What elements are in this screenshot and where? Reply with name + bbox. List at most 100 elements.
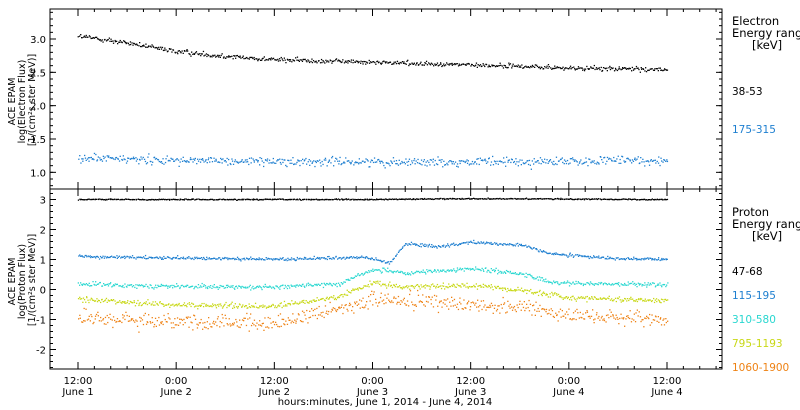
data-point [212, 285, 214, 287]
data-point [124, 301, 126, 303]
data-point [545, 251, 547, 253]
data-point [604, 67, 606, 69]
data-point [477, 158, 479, 160]
data-point [599, 319, 601, 321]
data-point [184, 198, 186, 200]
data-point [187, 303, 189, 305]
data-point [373, 281, 375, 283]
data-point [456, 306, 458, 308]
data-point [619, 299, 621, 301]
data-point [295, 320, 297, 322]
data-point [235, 285, 238, 287]
data-point [129, 300, 131, 303]
data-point [111, 286, 113, 288]
data-point [158, 198, 160, 200]
data-point [657, 198, 659, 201]
data-point [411, 160, 413, 162]
data-point [304, 258, 306, 260]
data-point [570, 198, 573, 200]
data-point [324, 62, 326, 64]
data-point [85, 159, 87, 161]
data-point [247, 318, 249, 320]
data-point [247, 161, 249, 163]
data-point [363, 256, 365, 259]
data-point [341, 163, 343, 165]
data-point [621, 299, 623, 301]
data-point [104, 299, 107, 301]
data-point [366, 198, 368, 200]
data-point [665, 259, 667, 261]
data-point [486, 271, 488, 273]
data-point [510, 288, 512, 290]
data-point [429, 63, 431, 65]
data-point [483, 270, 485, 272]
data-point [229, 56, 232, 58]
data-point [325, 199, 327, 201]
data-point [375, 282, 377, 284]
data-point [646, 160, 648, 162]
data-point [152, 199, 155, 201]
data-point [583, 68, 585, 70]
data-point [154, 257, 156, 259]
data-point [318, 199, 320, 201]
data-point [98, 198, 100, 200]
data-point [362, 297, 364, 299]
data-point [131, 257, 133, 259]
data-point [95, 257, 97, 259]
data-point [376, 60, 379, 62]
data-point [269, 317, 271, 320]
data-point [630, 258, 632, 260]
data-point [297, 199, 299, 201]
data-point [450, 160, 452, 162]
data-point [557, 198, 559, 200]
data-point [562, 298, 564, 300]
data-point [569, 282, 571, 284]
data-point [572, 198, 574, 201]
data-point [412, 198, 414, 200]
data-point [564, 313, 566, 315]
data-point [160, 303, 163, 305]
data-point [424, 62, 426, 64]
data-point [411, 285, 414, 287]
x-tick-day-label: June 2 [258, 387, 290, 398]
data-point [344, 258, 346, 260]
data-point [179, 305, 181, 307]
data-point [652, 282, 654, 284]
data-point [411, 62, 413, 64]
data-point [191, 302, 193, 304]
data-point [530, 168, 532, 170]
data-point [622, 258, 624, 260]
data-point [256, 258, 258, 260]
data-point [265, 285, 267, 288]
data-point [124, 158, 126, 161]
data-point [430, 284, 433, 286]
data-point [106, 301, 108, 303]
data-point [597, 284, 599, 286]
data-point [384, 198, 386, 200]
data-point [441, 245, 444, 247]
data-point [584, 297, 586, 300]
data-point [233, 305, 235, 307]
data-point [237, 56, 240, 58]
data-point [525, 272, 527, 274]
data-point [371, 283, 374, 285]
data-point [416, 198, 418, 200]
data-point [482, 198, 484, 200]
data-point [303, 299, 305, 302]
data-point [432, 198, 434, 201]
data-point [217, 286, 219, 288]
data-point [214, 54, 216, 56]
data-point [428, 296, 431, 298]
data-point [478, 310, 480, 312]
data-point [640, 67, 642, 69]
data-point [284, 305, 286, 307]
data-point [533, 277, 535, 279]
data-point [246, 198, 248, 200]
data-point [445, 286, 447, 288]
data-point [212, 303, 214, 305]
data-point [400, 300, 402, 302]
data-point [642, 158, 644, 160]
data-point [545, 198, 548, 200]
data-point [474, 242, 476, 244]
data-point [328, 61, 330, 63]
